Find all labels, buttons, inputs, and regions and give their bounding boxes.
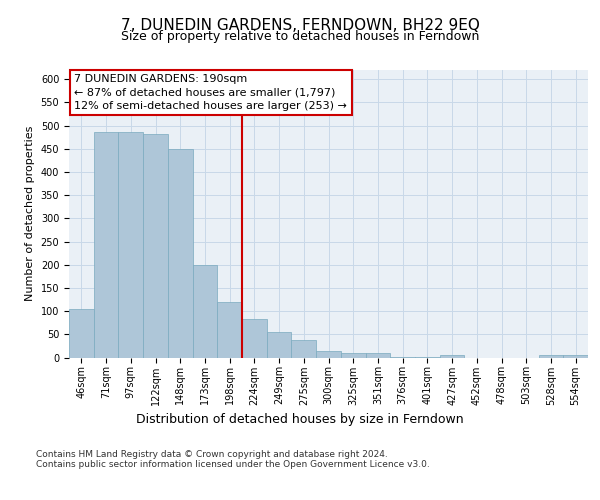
Bar [168,149,193,358]
Bar [118,132,143,358]
Text: 7 DUNEDIN GARDENS: 190sqm
← 87% of detached houses are smaller (1,797)
12% of se: 7 DUNEDIN GARDENS: 190sqm ← 87% of detac… [74,74,347,110]
Bar [217,302,242,358]
Bar [242,320,267,358]
Bar [316,351,341,358]
Text: Contains HM Land Registry data © Crown copyright and database right 2024.
Contai: Contains HM Land Registry data © Crown c… [36,450,430,469]
Y-axis label: Number of detached properties: Number of detached properties [25,126,35,302]
Bar [292,340,316,357]
Bar [539,355,563,358]
Bar [69,309,94,358]
Bar [440,355,464,358]
Bar [193,265,217,358]
Text: 7, DUNEDIN GARDENS, FERNDOWN, BH22 9EQ: 7, DUNEDIN GARDENS, FERNDOWN, BH22 9EQ [121,18,479,32]
Bar [143,134,168,358]
Bar [267,332,292,357]
Text: Size of property relative to detached houses in Ferndown: Size of property relative to detached ho… [121,30,479,43]
Bar [94,132,118,358]
Text: Distribution of detached houses by size in Ferndown: Distribution of detached houses by size … [136,412,464,426]
Bar [341,354,365,358]
Bar [563,355,588,358]
Bar [365,354,390,358]
